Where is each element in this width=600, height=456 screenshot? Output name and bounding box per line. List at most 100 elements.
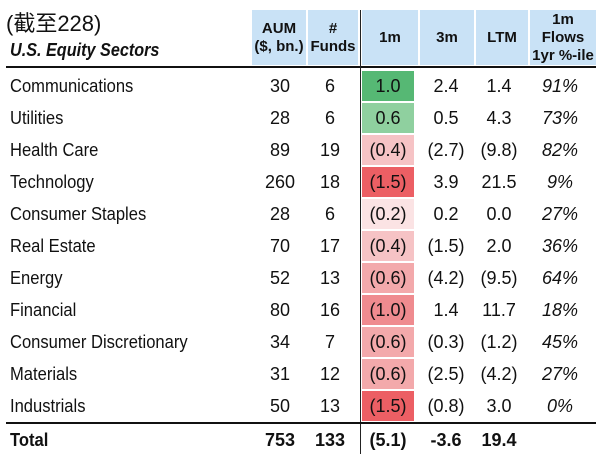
funds-count: 6 (324, 75, 335, 96)
flow-1m: (0.6) (369, 363, 407, 384)
flow-1m: (1.0) (369, 299, 407, 320)
flow-percentile: 18% (541, 299, 579, 320)
flow-3m: 1.4 (433, 299, 459, 320)
heat-cell-1m (362, 327, 414, 357)
table-row: Energy 52 13 (0.6) (4.2) (9.5) 64% (0, 262, 600, 294)
header-aum-line2: ($, bn.) (254, 37, 304, 55)
funds-count: 19 (319, 139, 341, 160)
header-ltm-label: LTM (487, 28, 517, 46)
header-divider (6, 66, 596, 68)
sector-name: Consumer Staples (10, 203, 147, 224)
flow-3m: (1.5) (427, 235, 465, 256)
flow-ltm: (4.2) (480, 363, 518, 384)
sector-name: Health Care (10, 139, 99, 160)
flow-percentile: 27% (541, 363, 579, 384)
total-funds: 133 (314, 429, 346, 450)
flow-percentile: 82% (541, 139, 579, 160)
sector-name: Energy (10, 267, 63, 288)
heat-cell-1m (362, 167, 414, 197)
flow-3m: 0.5 (433, 107, 459, 128)
flow-ltm: 2.0 (486, 235, 512, 256)
flow-1m: (0.4) (369, 139, 407, 160)
table-row: Consumer Staples 28 6 (0.2) 0.2 0.0 27% (0, 198, 600, 230)
flow-1m: (0.2) (369, 203, 407, 224)
flow-ltm: 3.0 (486, 395, 512, 416)
flow-percentile: 91% (541, 75, 579, 96)
flow-1m: (0.6) (369, 267, 407, 288)
flow-ltm: (1.2) (480, 331, 518, 352)
flow-percentile: 73% (541, 107, 579, 128)
table-row: Industrials 50 13 (1.5) (0.8) 3.0 0% (0, 390, 600, 422)
aum-value: 89 (269, 139, 291, 160)
sector-name: Materials (10, 363, 78, 384)
aum-value: 30 (269, 75, 291, 96)
header-funds: # Funds (308, 10, 358, 65)
table-title: (截至228) (6, 11, 102, 36)
sector-name: Communications (10, 75, 134, 96)
table-subtitle: U.S. Equity Sectors (10, 40, 160, 60)
sector-name: Financial (10, 299, 77, 320)
flow-3m: 2.4 (433, 75, 459, 96)
flow-1m: (1.5) (369, 171, 407, 192)
heat-cell-1m (362, 263, 414, 293)
table-row: Utilities 28 6 0.6 0.5 4.3 73% (0, 102, 600, 134)
sector-name: Real Estate (10, 235, 96, 256)
flow-1m: 0.6 (375, 107, 401, 128)
total-3m: -3.6 (430, 429, 462, 450)
funds-count: 6 (324, 107, 335, 128)
heat-cell-1m (362, 231, 414, 261)
flow-percentile: 0% (546, 395, 573, 416)
heat-cell-1m (362, 295, 414, 325)
header-flows-line1: 1m Flows (541, 10, 585, 46)
aum-value: 80 (269, 299, 291, 320)
column-divider (360, 10, 361, 454)
flow-3m: 3.9 (433, 171, 459, 192)
aum-value: 34 (269, 331, 291, 352)
funds-count: 13 (319, 395, 341, 416)
flow-3m: 0.2 (433, 203, 459, 224)
header-aum-line1: AUM (261, 19, 297, 37)
aum-value: 28 (269, 203, 291, 224)
heat-cell-1m (362, 103, 414, 133)
flow-ltm: 0.0 (486, 203, 512, 224)
table-row: Real Estate 70 17 (0.4) (1.5) 2.0 36% (0, 230, 600, 262)
aum-value: 70 (269, 235, 291, 256)
flow-ltm: 4.3 (486, 107, 512, 128)
flow-ltm: (9.5) (480, 267, 518, 288)
total-aum: 753 (264, 429, 296, 450)
header-flows-line2: 1yr %-ile (532, 46, 594, 64)
header-1m-label: 1m (379, 28, 401, 46)
sector-name: Technology (10, 171, 94, 192)
header-flows: 1m Flows 1yr %-ile (530, 10, 596, 65)
flow-percentile: 27% (541, 203, 579, 224)
flow-percentile: 64% (541, 267, 579, 288)
funds-count: 12 (319, 363, 341, 384)
header-funds-line1: # (328, 19, 338, 37)
table-row: Health Care 89 19 (0.4) (2.7) (9.8) 82% (0, 134, 600, 166)
flow-ltm: (9.8) (480, 139, 518, 160)
total-divider (6, 422, 596, 424)
flow-1m: (0.6) (369, 331, 407, 352)
flow-ltm: 21.5 (481, 171, 517, 192)
flow-1m: (1.5) (369, 395, 407, 416)
flow-3m: (0.8) (427, 395, 465, 416)
flow-3m: (0.3) (427, 331, 465, 352)
header-aum: AUM ($, bn.) (252, 10, 306, 65)
total-ltm: 19.4 (481, 429, 517, 450)
flow-1m: 1.0 (375, 75, 401, 96)
header-3m: 3m (420, 10, 474, 65)
heat-cell-1m (362, 71, 414, 101)
table-row: Materials 31 12 (0.6) (2.5) (4.2) 27% (0, 358, 600, 390)
heat-cell-1m (362, 391, 414, 421)
flow-1m: (0.4) (369, 235, 407, 256)
flow-percentile: 9% (546, 171, 573, 192)
funds-count: 17 (319, 235, 341, 256)
flow-percentile: 45% (541, 331, 579, 352)
table-row: Consumer Discretionary 34 7 (0.6) (0.3) (1.2)… (0, 326, 600, 358)
funds-count: 18 (319, 171, 341, 192)
heat-cell-1m (362, 359, 414, 389)
heat-cell-1m (362, 199, 414, 229)
sector-name: Utilities (10, 107, 64, 128)
flow-3m: (2.7) (427, 139, 465, 160)
